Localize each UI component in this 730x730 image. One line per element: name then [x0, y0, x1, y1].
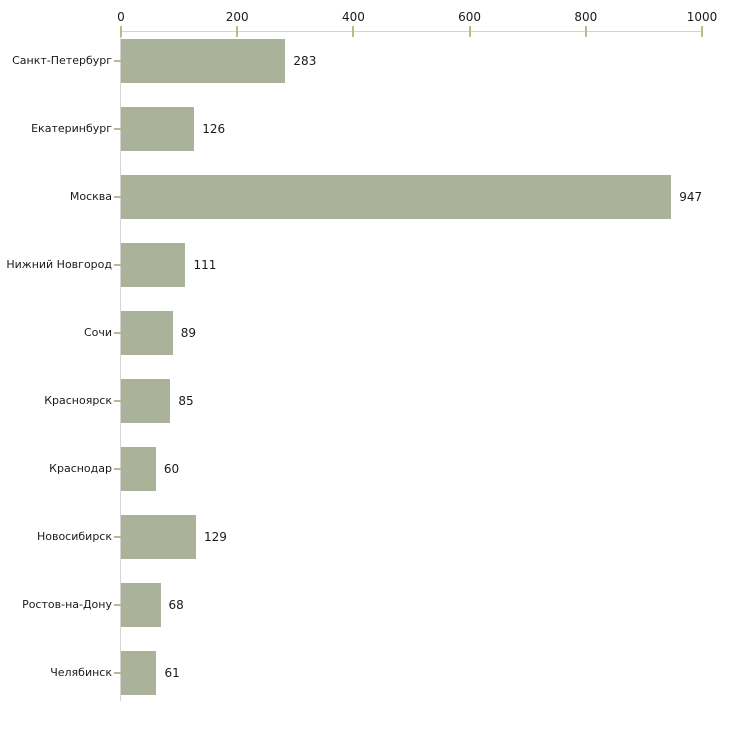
- bar: [121, 39, 286, 83]
- category-label: Екатеринбург: [31, 121, 112, 135]
- bar: [121, 107, 195, 151]
- bar-row: Москва 947: [70, 163, 703, 231]
- y-axis-tick-mark: [114, 332, 121, 334]
- bar: [121, 379, 171, 423]
- x-axis-tick-label: 400: [341, 10, 365, 24]
- bar-row: Челябинск 61: [50, 639, 702, 707]
- y-axis-tick-mark: [114, 672, 121, 674]
- category-label: Красноярск: [44, 393, 112, 407]
- bar-row: Новосибирск 129: [37, 503, 702, 571]
- value-label: 283: [293, 54, 317, 68]
- y-axis-tick-mark: [114, 196, 121, 198]
- bar-row: Ростов-на-Дону 68: [22, 571, 702, 639]
- bar-row: Красноярск 85: [44, 367, 702, 435]
- value-label: 85: [178, 394, 194, 408]
- bar-row: Краснодар 60: [49, 435, 702, 503]
- value-label: 60: [163, 462, 180, 476]
- x-axis-tick-label: 0: [117, 10, 125, 24]
- value-label: 126: [202, 122, 226, 136]
- y-axis-tick-mark: [114, 536, 121, 538]
- bar: [121, 175, 672, 219]
- x-axis-tick-mark: [468, 26, 471, 37]
- category-label: Нижний Новгород: [6, 257, 112, 271]
- y-axis-tick-mark: [114, 60, 121, 62]
- category-label: Сочи: [83, 325, 112, 339]
- x-axis-tick-label: 800: [574, 10, 598, 24]
- bar: [121, 515, 196, 559]
- bar-row: Екатеринбург 126: [31, 95, 702, 163]
- bar: [121, 447, 156, 491]
- y-axis-tick-mark: [114, 468, 121, 470]
- value-label: 111: [193, 258, 217, 272]
- bar-row: Нижний Новгород 111: [6, 231, 702, 299]
- bar-row: Санкт-Петербург 283: [12, 27, 702, 95]
- x-axis-tick-mark: [236, 26, 239, 37]
- category-label: Новосибирск: [36, 529, 112, 543]
- category-label: Ростов-на-Дону: [22, 597, 112, 611]
- plot-area: 0 200 400 600 800 1000 Санкт-Петербург 283 Екате…: [6, 11, 717, 701]
- category-label: Краснодар: [49, 461, 112, 475]
- x-axis-tick-mark: [120, 26, 122, 37]
- category-label: Челябинск: [50, 665, 112, 679]
- value-label: 61: [164, 666, 180, 680]
- y-axis-tick-mark: [114, 128, 121, 130]
- y-axis-tick-mark: [114, 604, 121, 606]
- x-axis-tick-mark: [584, 26, 587, 37]
- y-axis-tick-mark: [114, 264, 121, 266]
- x-axis-tick-mark: [352, 26, 355, 37]
- value-label: 89: [180, 326, 196, 340]
- y-axis-tick-mark: [114, 400, 121, 402]
- x-axis-tick-label: 600: [458, 10, 482, 24]
- bar-row: Сочи 89: [84, 299, 702, 367]
- value-label: 129: [203, 530, 227, 544]
- x-axis-tick-label: 1000: [686, 10, 718, 24]
- bar: [121, 583, 161, 627]
- bar: [121, 651, 157, 695]
- bar: [121, 243, 186, 287]
- category-label: Санкт-Петербург: [12, 53, 112, 67]
- x-axis-tick-mark: [701, 26, 703, 37]
- bar: [121, 311, 173, 355]
- value-label: 68: [168, 598, 184, 612]
- category-label: Москва: [69, 189, 112, 203]
- value-label: 947: [679, 190, 703, 204]
- x-axis-tick-label: 200: [225, 10, 249, 24]
